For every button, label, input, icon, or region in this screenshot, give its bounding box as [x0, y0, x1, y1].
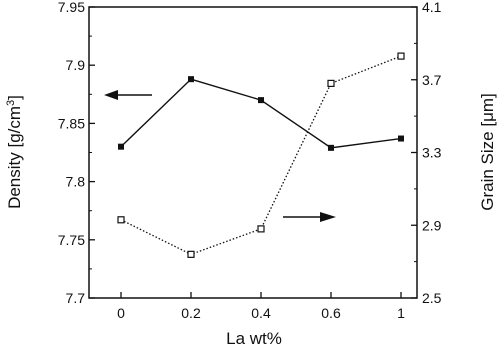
grain-size-line: [120, 55, 402, 256]
annotation-layer: [104, 90, 336, 222]
y-left-tick-label: 7.8: [66, 174, 86, 190]
right-arrow-head: [320, 212, 336, 222]
y-axis-left-title-main: Density: [5, 152, 24, 209]
grain-size-point: [327, 79, 335, 87]
y-left-tick-label: 7.75: [58, 232, 85, 248]
x-tick-label: 1: [397, 305, 405, 321]
y-right-tick-label: 4.1: [422, 0, 442, 15]
y-right-tick-label: 2.9: [422, 217, 442, 233]
x-tick-label: 0.4: [251, 305, 271, 321]
series-layer: [117, 52, 405, 258]
x-tick-label: 0.6: [321, 305, 341, 321]
y-axis-left-title-close: ]: [5, 95, 24, 100]
plot-frame: [88, 6, 418, 299]
density-point: [188, 76, 194, 83]
grain-size-point: [257, 225, 265, 233]
y-right-tick-label: 3.3: [422, 145, 442, 161]
x-tick-label: 0: [117, 305, 125, 321]
y-left-tick-label: 7.9: [66, 57, 86, 73]
y-left-tick-label: 7.95: [58, 0, 85, 15]
x-tick-label: 0.2: [181, 305, 201, 321]
density-point: [398, 135, 404, 142]
y-axis-left-title: Density [g/cm3]: [5, 95, 24, 209]
y-axis-right-title-main: Grain Size: [478, 131, 497, 210]
y-right-tick-label: 2.5: [422, 290, 442, 306]
density-point: [328, 144, 334, 151]
density-point: [258, 97, 264, 104]
y-axis-right-title: Grain Size [μm]: [478, 93, 497, 211]
y-left-tick-label: 7.85: [58, 115, 85, 131]
y-right-tick-label: 3.7: [422, 72, 442, 88]
ticks-layer: 0 0.2 0.4 0.6 1 7.7 7.75 7.8 7.85 7.9 7.95 2.5 2.9 3.…: [58, 0, 442, 321]
grain-size-point: [187, 250, 195, 258]
density-line: [120, 78, 402, 149]
y-axis-right-title-unit: [μm]: [478, 93, 497, 126]
density-point: [118, 143, 124, 150]
y-axis-left-title-exp: 3: [5, 100, 17, 106]
y-axis-left-title-unit: [g/cm: [5, 106, 24, 148]
x-axis-title: La wt%: [226, 329, 282, 348]
left-arrow-head: [104, 90, 118, 100]
y-left-tick-label: 7.7: [66, 290, 86, 306]
grain-size-point: [397, 52, 405, 60]
grain-size-point: [117, 216, 125, 224]
